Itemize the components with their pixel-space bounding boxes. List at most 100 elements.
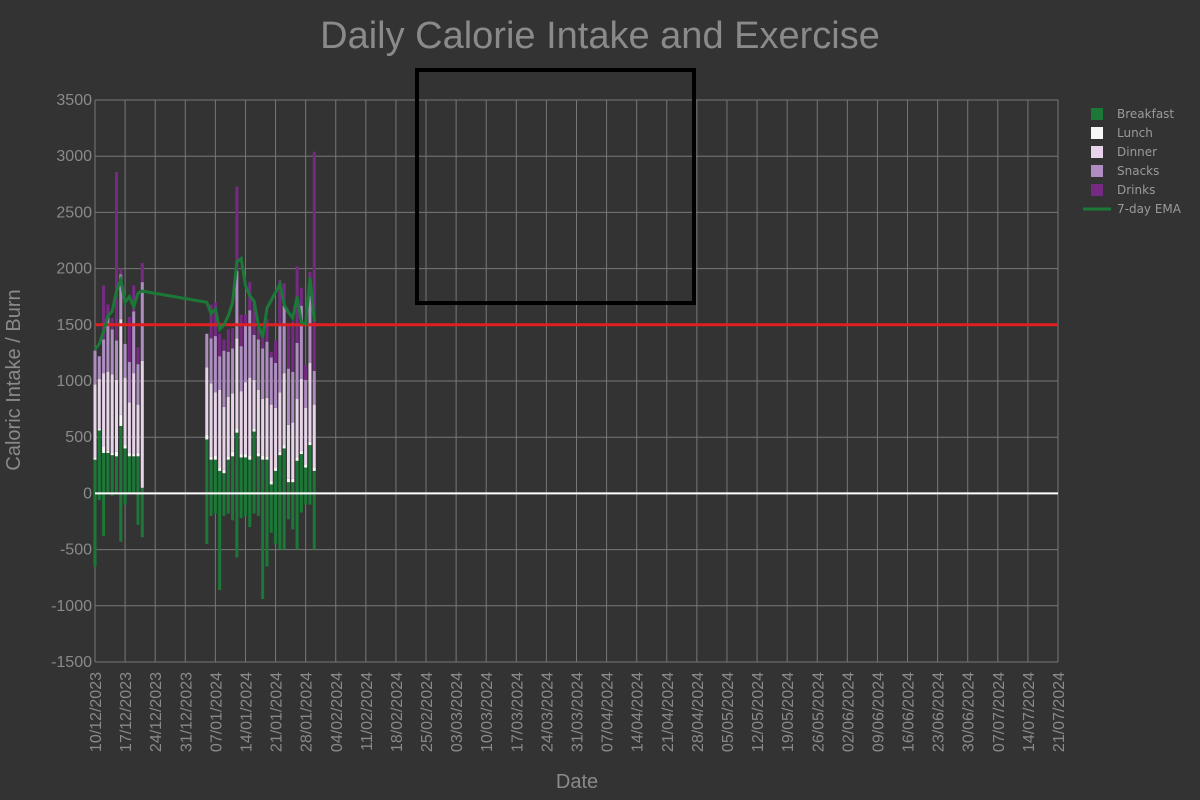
- bar-drinks: [235, 186, 239, 271]
- bar-snacks: [286, 368, 290, 425]
- bar-exercise: [209, 493, 213, 516]
- bar-lunch: [274, 467, 278, 471]
- bar-snacks: [136, 364, 140, 405]
- x-tick-label: 24/03/2024: [539, 672, 556, 752]
- x-tick-label: 03/03/2024: [449, 672, 466, 752]
- bar-lunch: [286, 478, 290, 483]
- bar-snacks: [308, 295, 312, 364]
- bar-exercise: [278, 493, 282, 550]
- y-tick-label: 3000: [56, 148, 92, 165]
- bar-dinner: [274, 407, 278, 468]
- bar-snacks: [222, 350, 226, 407]
- bar-dinner: [256, 389, 260, 453]
- bar-drinks: [140, 262, 144, 283]
- bar-lunch: [93, 457, 97, 460]
- bar-lunch: [312, 467, 316, 471]
- bar-breakfast: [102, 452, 106, 494]
- bar-drinks: [218, 333, 222, 357]
- legend-swatch: [1091, 108, 1103, 120]
- bar-exercise: [239, 493, 243, 519]
- bar-snacks: [127, 361, 131, 403]
- bar-snacks: [209, 338, 213, 384]
- bar-breakfast: [205, 439, 209, 494]
- bar-snacks: [269, 357, 273, 405]
- bar-drinks: [274, 340, 278, 364]
- bar-breakfast: [274, 470, 278, 494]
- x-tick-label: 14/01/2024: [238, 672, 255, 752]
- bar-dinner: [102, 373, 106, 447]
- bar-exercise: [218, 493, 222, 591]
- bar-lunch: [127, 452, 131, 457]
- bar-dinner: [248, 377, 252, 456]
- y-tick-label: 500: [65, 429, 92, 446]
- bar-breakfast: [226, 459, 230, 494]
- bar-lunch: [278, 451, 282, 456]
- bar-snacks: [299, 305, 303, 379]
- bar-drinks: [291, 321, 295, 373]
- bar-lunch: [231, 451, 235, 457]
- bar-dinner: [205, 367, 209, 435]
- bar-snacks: [119, 274, 123, 320]
- legend-swatch: [1091, 165, 1103, 177]
- bar-exercise: [140, 493, 144, 538]
- bar-breakfast: [140, 487, 144, 494]
- bar-breakfast: [243, 457, 247, 494]
- bar-lunch: [299, 450, 303, 455]
- x-tick-label: 07/01/2024: [208, 672, 225, 752]
- bar-breakfast: [97, 430, 101, 494]
- bar-dinner: [291, 422, 295, 479]
- bar-snacks: [291, 372, 295, 423]
- legend-item: 7-day EMA: [1117, 202, 1182, 216]
- bar-exercise: [291, 493, 295, 530]
- bar-snacks: [114, 340, 118, 380]
- bar-breakfast: [132, 456, 136, 494]
- bar-dinner: [243, 382, 247, 455]
- bar-lunch: [97, 428, 101, 431]
- legend[interactable]: Breakfast Lunch Dinner Snacks Drinks 7-day EM…: [1083, 107, 1182, 216]
- bar-lunch: [132, 454, 136, 457]
- x-tick-label: 02/06/2024: [840, 672, 857, 752]
- bar-breakfast: [209, 459, 213, 494]
- bar-lunch: [248, 455, 252, 460]
- y-tick-label: 1000: [56, 373, 92, 390]
- bar-breakfast: [282, 448, 286, 494]
- bar-exercise: [102, 493, 106, 537]
- bar-snacks: [239, 346, 243, 392]
- bar-drinks: [256, 327, 260, 340]
- x-tick-label: 07/07/2024: [991, 672, 1008, 752]
- bar-snacks: [97, 356, 101, 379]
- bar-lunch: [123, 445, 127, 449]
- bar-exercise: [256, 493, 260, 516]
- legend-item: Drinks: [1117, 183, 1155, 197]
- x-tick-label: 28/04/2024: [690, 672, 707, 752]
- bar-breakfast: [93, 459, 97, 494]
- x-tick-label: 19/05/2024: [780, 672, 797, 752]
- bar-drinks: [209, 304, 213, 339]
- bar-dinner: [218, 389, 222, 468]
- x-tick-label: 10/12/2023: [88, 672, 105, 752]
- bar-exercise: [97, 493, 101, 501]
- bar-dinner: [136, 404, 140, 453]
- bar-snacks: [93, 350, 97, 385]
- x-ticks: 10/12/2023 17/12/2023 24/12/2023 31/12/2023…: [88, 672, 1068, 752]
- bar-exercise: [282, 493, 286, 550]
- x-tick-label: 21/01/2024: [269, 672, 286, 752]
- bar-exercise: [248, 493, 252, 528]
- legend-swatch: [1091, 184, 1103, 196]
- bar-exercise: [308, 493, 312, 505]
- bar-breakfast: [123, 448, 127, 494]
- bar-exercise: [252, 493, 256, 514]
- bar-lunch: [222, 469, 226, 474]
- bar-dinner: [269, 404, 273, 482]
- bar-dinner: [312, 404, 316, 468]
- bar-drinks: [239, 314, 243, 347]
- bar-drinks: [312, 151, 316, 371]
- bar-breakfast: [213, 459, 217, 494]
- x-tick-label: 21/07/2024: [1051, 672, 1068, 752]
- bar-lunch: [119, 414, 123, 426]
- bar-dinner: [209, 383, 213, 457]
- bar-snacks: [218, 356, 222, 390]
- bar-breakfast: [299, 454, 303, 494]
- y-tick-label: 1500: [56, 317, 92, 334]
- bar-breakfast: [231, 456, 235, 494]
